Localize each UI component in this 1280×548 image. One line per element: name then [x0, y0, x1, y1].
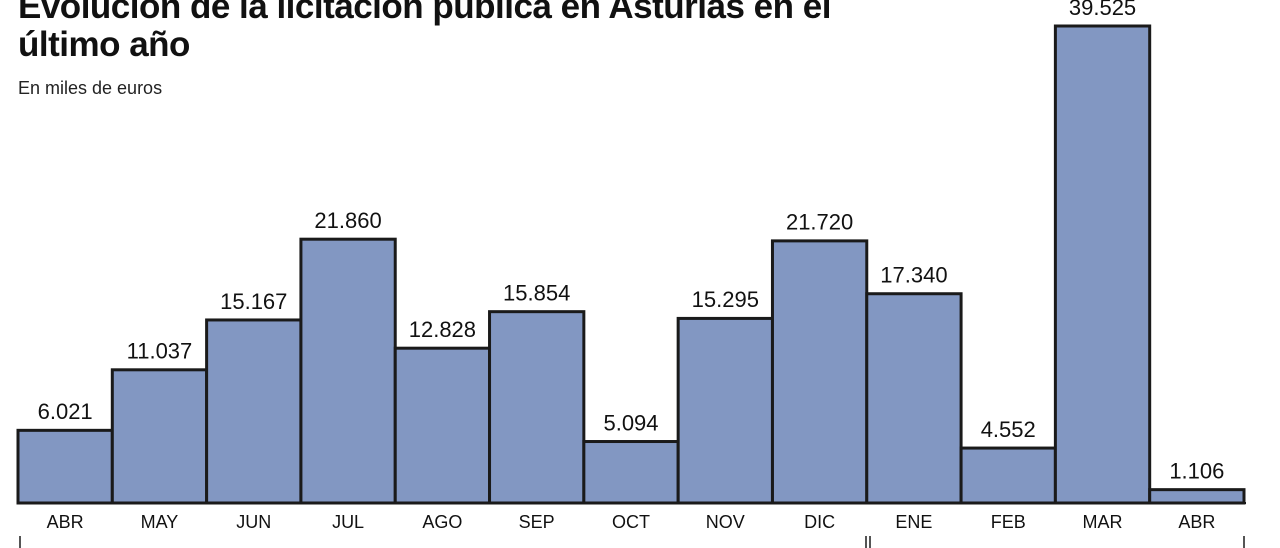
bar — [110, 368, 209, 505]
chart-title: Evolución de la licitación pública en As… — [18, 0, 831, 64]
bar — [865, 292, 963, 505]
x-tick-label: MAY — [141, 512, 179, 532]
bar — [1053, 24, 1152, 505]
value-label: 15.167 — [220, 289, 287, 314]
value-label: 6.021 — [38, 399, 93, 424]
bar — [299, 237, 397, 505]
value-label: 15.854 — [503, 280, 570, 305]
x-tick-label: OCT — [612, 512, 650, 532]
value-label: 1.106 — [1169, 458, 1224, 483]
x-tick-label: MAR — [1083, 512, 1123, 532]
value-label: 21.860 — [314, 208, 381, 233]
x-tick-label: JUN — [236, 512, 271, 532]
bar — [582, 440, 680, 505]
x-tick-label: AGO — [422, 512, 462, 532]
value-label: 4.552 — [981, 417, 1036, 442]
x-tick-label: DIC — [804, 512, 835, 532]
x-tick-label: ENE — [895, 512, 932, 532]
x-tick-label: ABR — [1178, 512, 1215, 532]
value-label: 17.340 — [880, 263, 947, 288]
x-tick-label: ABR — [47, 512, 84, 532]
bar — [676, 316, 774, 505]
value-label: 39.525 — [1069, 0, 1136, 20]
value-label: 15.295 — [692, 287, 759, 312]
x-tick-label: JUL — [332, 512, 364, 532]
bar — [770, 239, 869, 505]
value-label: 11.037 — [127, 339, 193, 364]
x-tick-label: NOV — [706, 512, 745, 532]
bar — [1148, 488, 1246, 505]
bar — [959, 446, 1057, 505]
bar — [16, 428, 114, 505]
bar — [393, 346, 492, 505]
value-label: 5.094 — [603, 410, 658, 435]
bar — [488, 310, 586, 505]
value-label: 12.828 — [409, 317, 476, 342]
x-tick-label: SEP — [519, 512, 555, 532]
x-tick-label: FEB — [991, 512, 1026, 532]
chart-subtitle: En miles de euros — [18, 78, 163, 98]
bar — [205, 318, 303, 505]
value-label: 21.720 — [786, 210, 853, 235]
